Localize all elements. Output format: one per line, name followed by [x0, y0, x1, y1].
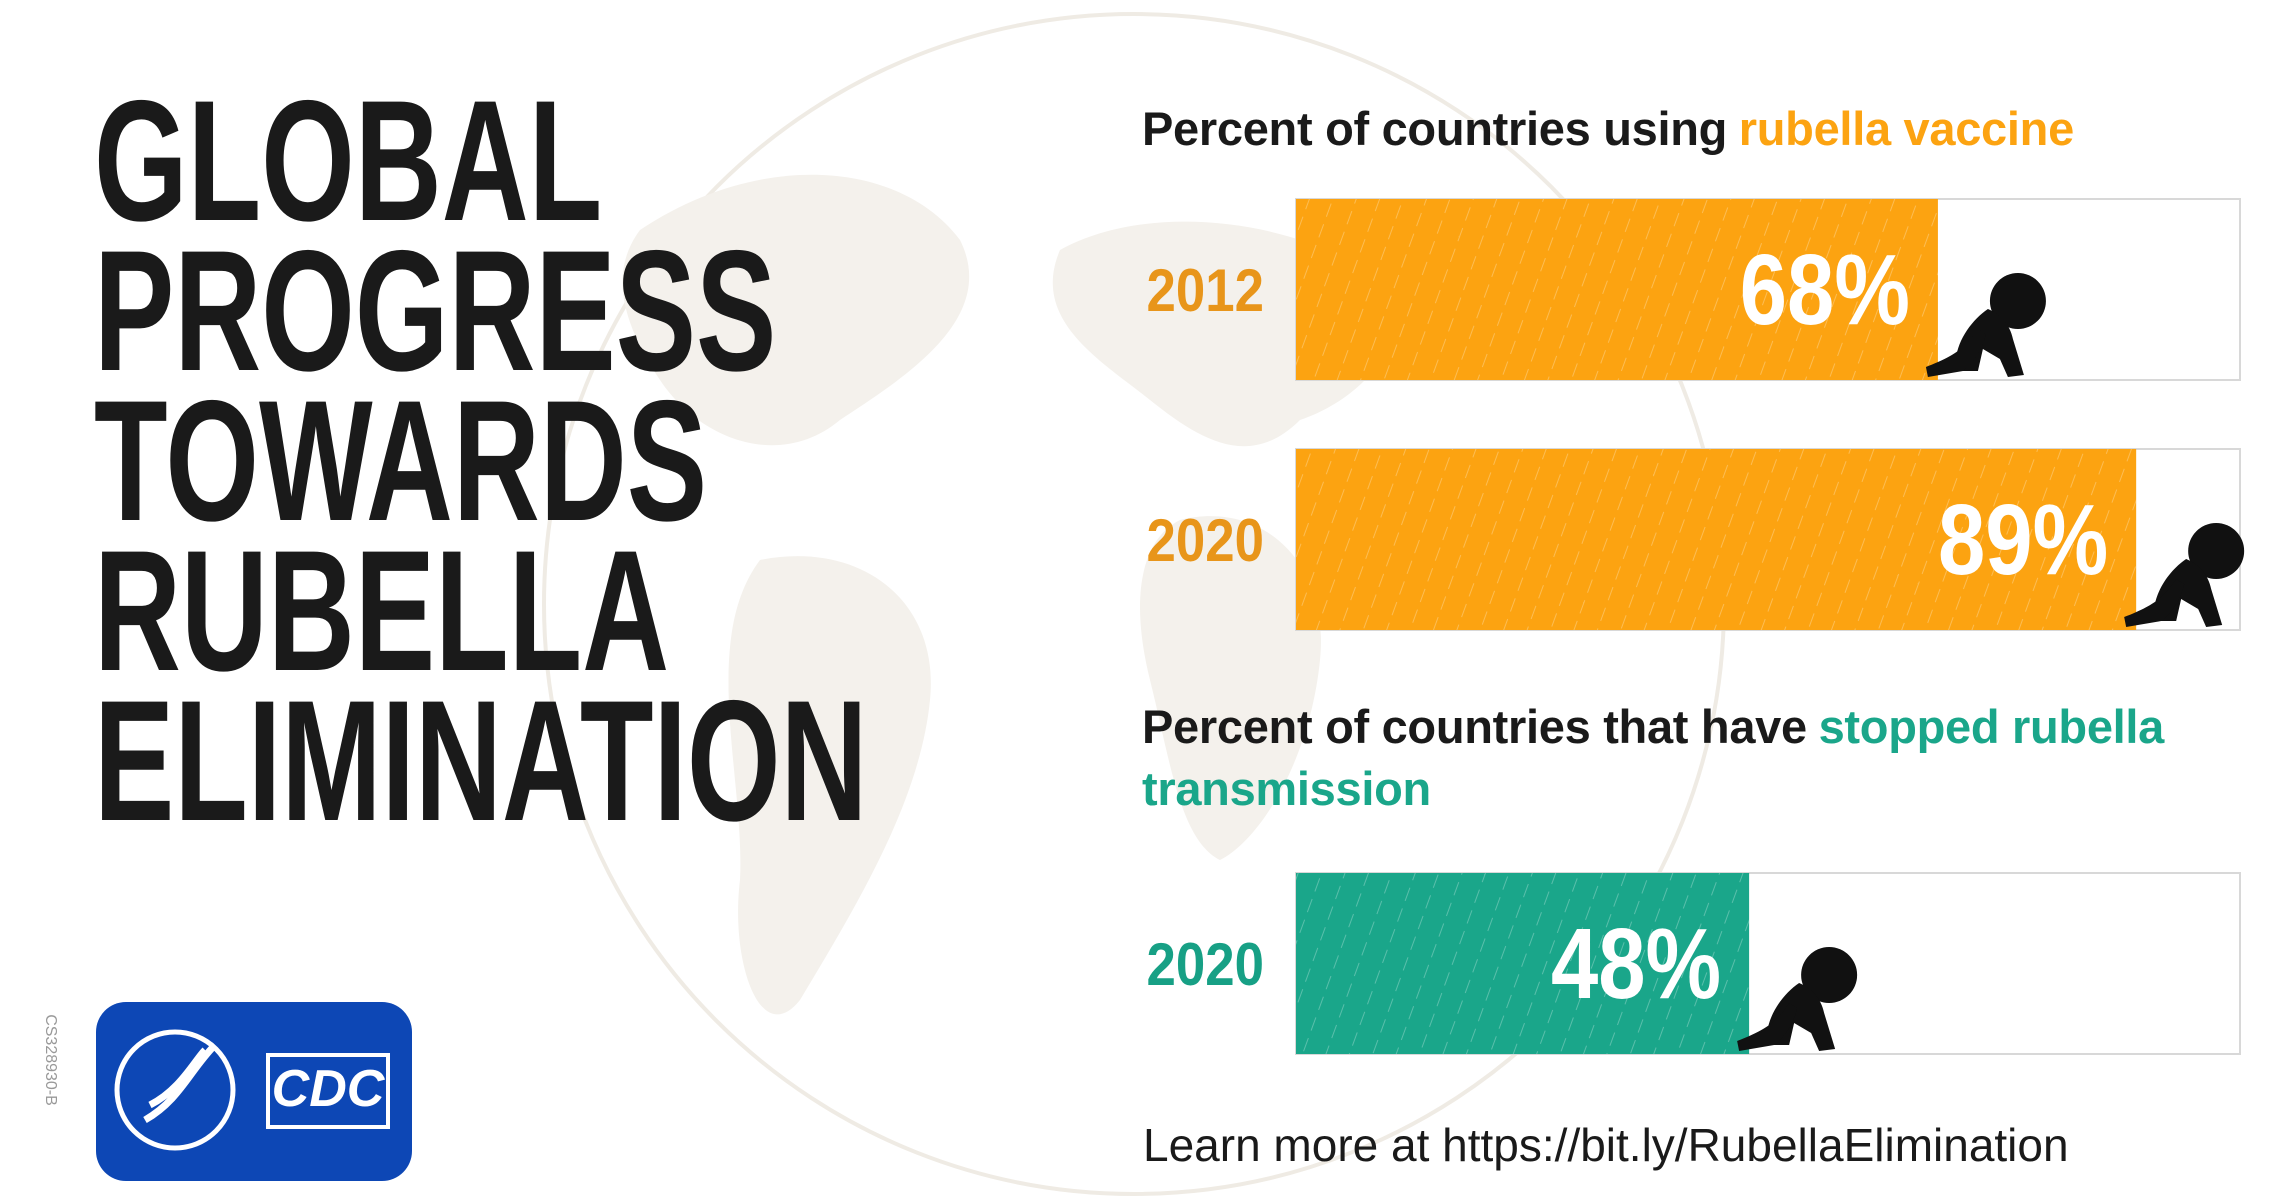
- baby-icon: [2124, 523, 2245, 627]
- category-label: 2020: [1147, 507, 1264, 574]
- heading-line: PROGRESS: [94, 216, 776, 407]
- baby-head: [1801, 947, 1858, 1003]
- bar-hatch: [1296, 199, 1938, 380]
- chart-title-highlight: rubella vaccine: [1738, 102, 2074, 155]
- value-label: 68%: [1740, 233, 1910, 345]
- chart-title-highlight: stopped rubella transmission: [1142, 700, 2165, 815]
- category-label: 2012: [1147, 257, 1264, 324]
- logo: CDC: [96, 1002, 412, 1181]
- baby-arm: [1925, 329, 1986, 377]
- baby-icon: [1737, 947, 1858, 1051]
- heading-line: TOWARDS: [94, 366, 707, 557]
- baby-head: [2188, 523, 2245, 579]
- baby-arm: [1737, 1003, 1798, 1051]
- chart-title-text: Percent of countries using: [1142, 102, 1728, 155]
- heading-line: ELIMINATION: [94, 666, 868, 857]
- baby-arm: [2124, 579, 2185, 627]
- code: CS328930-B: [42, 1014, 59, 1106]
- category-label: 2020: [1147, 931, 1264, 998]
- value-label: 48%: [1551, 907, 1721, 1019]
- bar-hatch: [1296, 873, 1750, 1054]
- bar-hatch: [1296, 449, 2137, 630]
- baby-head: [1989, 273, 2046, 329]
- chart-title-text: Percent of countries that have: [1142, 700, 1807, 753]
- baby-icon: [1925, 273, 2046, 377]
- footer: Learn more at https://bit.ly/RubellaElim…: [1143, 1119, 2069, 1171]
- heading-line: GLOBAL: [94, 66, 602, 257]
- value-label: 89%: [1938, 483, 2108, 595]
- heading-line: RUBELLA: [94, 516, 669, 707]
- chart-title: Percent of countries using rubella vaccin…: [1142, 98, 2237, 160]
- chart-title: Percent of countries that have stopped ru…: [1142, 696, 2237, 820]
- logo-text: CDC: [272, 1060, 386, 1118]
